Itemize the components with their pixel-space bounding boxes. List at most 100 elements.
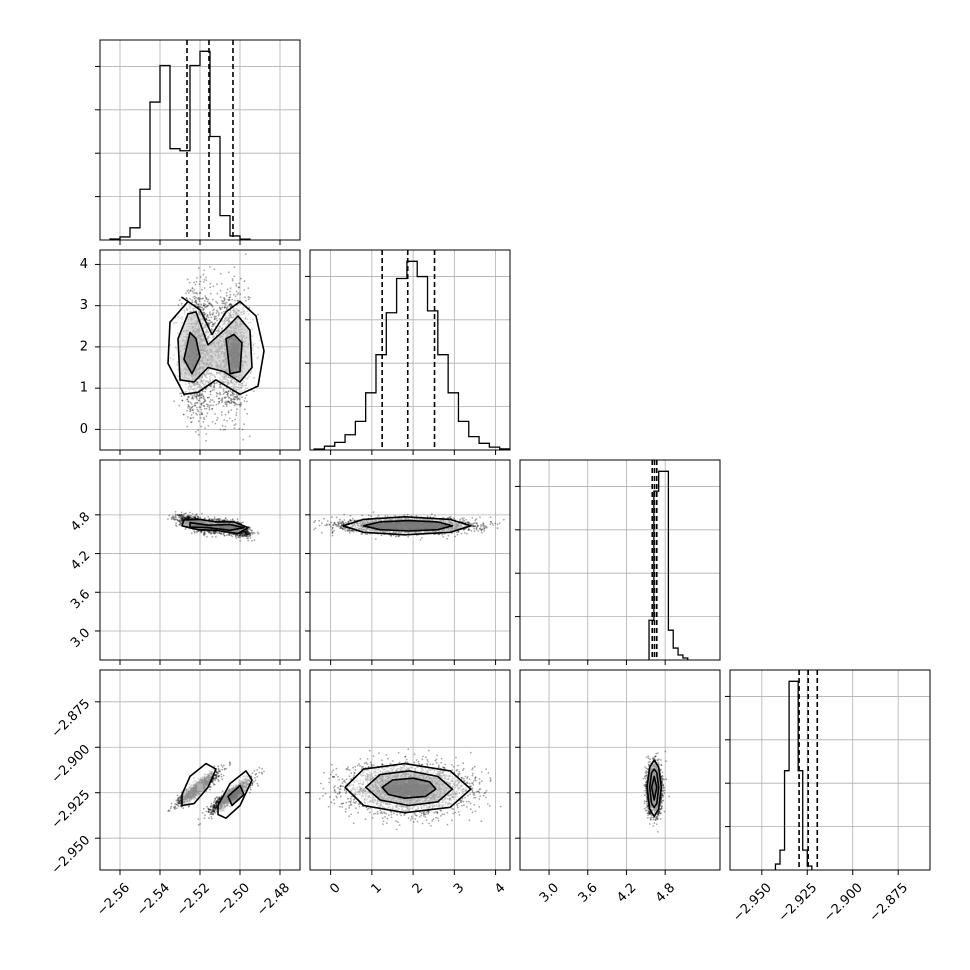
scatter-point [187,400,190,403]
scatter-point [196,277,198,279]
scatter-point [204,400,206,402]
scatter-point [207,530,210,533]
scatter-point [206,314,209,316]
scatter-point [205,318,208,320]
scatter-point [196,402,198,404]
scatter-point [231,278,234,280]
scatter-point [221,299,223,302]
scatter-point [181,519,184,521]
scatter-point [200,396,203,399]
scatter-point [239,532,242,535]
scatter-point [196,394,199,396]
scatter-point [200,425,203,428]
scatter-point [177,304,180,306]
scatter-point [178,520,181,523]
scatter-point [187,516,190,519]
scatter-point [198,283,201,286]
scatter-point [246,533,249,536]
scatter-point [184,517,187,519]
scatter-point [214,382,216,385]
scatter-point [212,532,215,534]
scatter-point [175,524,177,527]
scatter-point [231,393,234,396]
scatter-point [228,402,231,405]
scatter-point [247,533,250,536]
scatter-point [220,533,222,535]
scatter-point [227,271,230,274]
scatter-point [210,328,213,330]
scatter-point [190,393,193,396]
scatter-point [212,324,215,326]
scatter-point [214,531,217,533]
scatter-point [197,399,200,402]
scatter-point [220,282,223,285]
scatter-point [209,390,212,393]
scatter-point [239,536,242,539]
scatter-point [195,302,198,304]
scatter-point [199,413,201,416]
histogram-steps-1 [313,260,510,450]
scatter-point [205,407,208,410]
scatter-point [226,306,229,308]
scatter-point [196,531,199,534]
scatter-point [216,302,219,304]
scatter-point [218,400,221,403]
scatter-point [209,531,211,534]
scatter-point [197,395,199,398]
scatter-point [193,516,196,519]
scatter-point [241,535,244,537]
scatter-point [187,416,189,418]
scatter-point [231,400,234,403]
scatter-point [222,533,225,536]
scatter-point [240,533,243,535]
scatter-point [193,393,196,396]
scatter-point [216,310,219,313]
scatter-point [221,398,224,401]
scatter-point [203,531,205,534]
scatter-point [247,535,250,538]
scatter-point [212,298,214,301]
scatter-point [213,316,216,319]
scatter-point [217,402,220,405]
scatter-point [197,516,200,519]
scatter-point [220,312,223,314]
scatter-point [240,402,243,404]
scatter-point [229,390,232,392]
scatter-point [195,406,198,409]
scatter-point [216,283,218,285]
scatter-point [218,313,220,316]
scatter-point [203,278,206,281]
scatter-point [188,516,191,519]
scatter-point [185,516,188,519]
scatter-point [195,530,198,533]
scatter-point [195,280,198,283]
scatter-point [201,392,203,395]
scatter-point [186,398,189,401]
scatter-point [192,515,195,518]
scatter-point [226,391,228,394]
scatter-point [238,282,241,285]
scatter-point [220,308,222,311]
scatter-point [228,533,231,535]
scatter-point [235,283,238,285]
scatter-point [234,402,237,405]
scatter-point [209,286,212,289]
histogram-panel-1 [305,249,511,455]
scatter-point [213,308,215,311]
scatter-point [211,321,214,324]
scatter-point [217,312,220,314]
scatter-point [188,517,191,520]
scatter-point [187,407,189,409]
scatter-point [212,285,215,288]
scatter-point [227,298,230,301]
scatter-point [204,306,206,308]
scatter-point [205,297,207,300]
scatter-point [228,299,230,302]
scatter-point [215,317,218,320]
scatter-point [193,403,196,405]
scatter-point [190,421,192,424]
scatter-point [224,303,227,306]
scatter-point [221,302,224,305]
scatter-point [230,402,233,405]
scatter-point [199,406,202,409]
